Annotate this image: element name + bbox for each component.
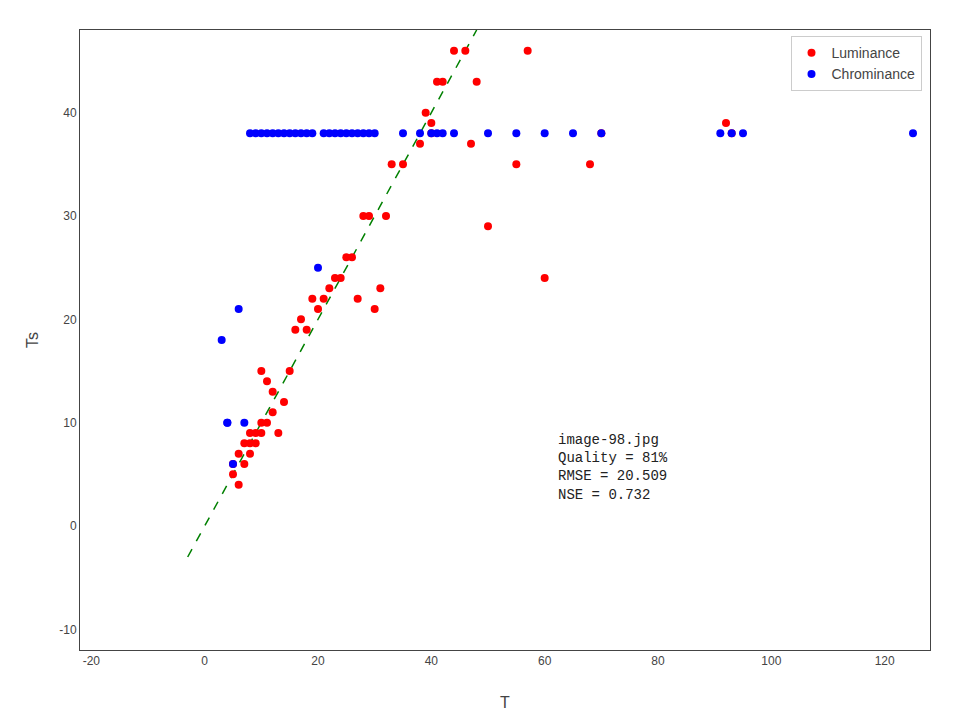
svg-text:60: 60 xyxy=(538,654,552,668)
svg-text:20: 20 xyxy=(63,313,77,327)
svg-text:10: 10 xyxy=(63,416,77,430)
svg-text:-20: -20 xyxy=(83,654,101,668)
svg-text:T: T xyxy=(500,694,510,711)
svg-text:100: 100 xyxy=(761,654,781,668)
svg-text:40: 40 xyxy=(63,106,77,120)
svg-text:120: 120 xyxy=(875,654,895,668)
svg-text:image-98.jpgQuality = 81%RMSE: image-98.jpgQuality = 81%RMSE = 20.509NS… xyxy=(558,432,668,503)
svg-text:0: 0 xyxy=(201,654,208,668)
svg-text:80: 80 xyxy=(651,654,665,668)
svg-text:Chrominance: Chrominance xyxy=(832,66,915,82)
svg-text:40: 40 xyxy=(425,654,439,668)
svg-text:30: 30 xyxy=(63,209,77,223)
svg-text:-10: -10 xyxy=(59,623,77,637)
svg-text:20: 20 xyxy=(311,654,325,668)
svg-text:Luminance: Luminance xyxy=(832,45,901,61)
svg-text:Ts: Ts xyxy=(24,332,41,348)
svg-text:0: 0 xyxy=(70,519,77,533)
